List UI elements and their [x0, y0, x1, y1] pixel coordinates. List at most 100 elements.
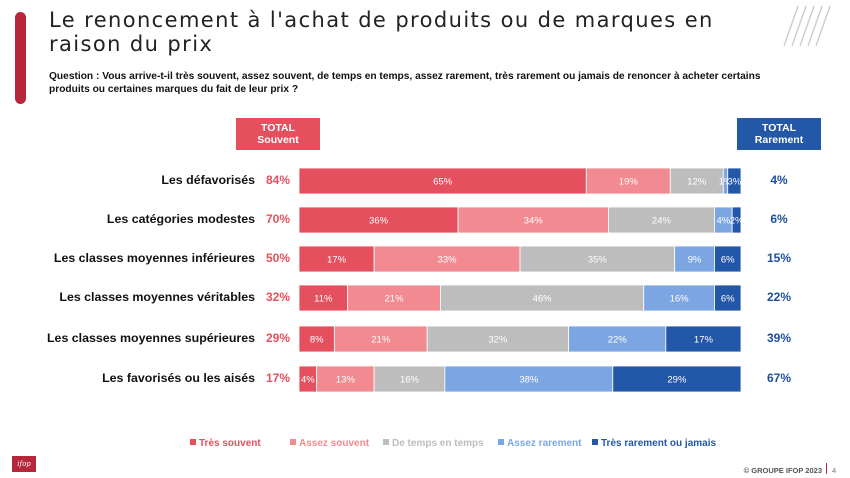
- legend-item: De temps en temps: [383, 438, 484, 449]
- legend-label: Très rarement ou jamais: [601, 438, 717, 449]
- bar-segment: [665, 325, 742, 353]
- ifop-logo: ifop: [12, 456, 36, 472]
- bar-segment: [674, 245, 715, 273]
- bar-segment: [608, 206, 715, 234]
- total-souvent-header-line1: TOTAL: [260, 122, 296, 134]
- total-souvent-value: 70%: [265, 212, 291, 226]
- legend-swatch: [592, 439, 598, 445]
- bar-value-label: 6%: [721, 255, 735, 266]
- bar-value-label: 46%: [533, 294, 553, 305]
- bar-value-label: 19%: [619, 177, 639, 188]
- total-rarement-value: 39%: [766, 331, 792, 345]
- page-title: Le renoncement à l'achat de produits ou …: [49, 8, 714, 56]
- bar-value-label: 32%: [488, 335, 508, 346]
- bar-value-label: 38%: [519, 375, 539, 386]
- bar-segment: [727, 167, 742, 195]
- row-label: Les classes moyennes véritables: [59, 290, 255, 304]
- page-number: 4: [832, 466, 837, 475]
- legend-label: Très souvent: [199, 438, 261, 449]
- legend-swatch: [498, 439, 504, 445]
- total-souvent-value: 29%: [265, 331, 291, 345]
- total-rarement-header: TOTAL Rarement: [737, 118, 821, 150]
- bar-value-label: 4%: [716, 216, 730, 227]
- total-rarement-value: 4%: [770, 173, 788, 187]
- legend-label: De temps en temps: [392, 438, 484, 449]
- bar-segment: [298, 245, 375, 273]
- row-label: Les favorisés ou les aisés: [102, 371, 255, 385]
- bar-value-label: 22%: [608, 335, 628, 346]
- bar-segment: [298, 325, 335, 353]
- total-souvent-value: 32%: [265, 290, 291, 304]
- total-souvent-value: 50%: [265, 251, 291, 265]
- total-rarement-value: 6%: [770, 212, 788, 226]
- bar-segment: [643, 284, 715, 312]
- total-rarement-value: 22%: [766, 290, 792, 304]
- hatch-decoration: [783, 5, 831, 47]
- bar-value-label: 8%: [310, 335, 324, 346]
- bar-segment: [731, 206, 742, 234]
- bar-value-label: 11%: [314, 294, 333, 305]
- bar-segment: [444, 365, 614, 393]
- bar-segment: [457, 206, 609, 234]
- total-souvent-value: 84%: [265, 173, 291, 187]
- bar-segment: [298, 206, 459, 234]
- bar-segment: [333, 325, 428, 353]
- bar-value-label: 29%: [667, 375, 687, 386]
- bar-value-label: 9%: [688, 255, 702, 266]
- bar-segment: [585, 167, 671, 195]
- total-souvent-header: TOTAL Souvent: [236, 118, 320, 150]
- bar-segment: [669, 167, 724, 195]
- bar-segment: [714, 284, 742, 312]
- bar-value-label: 13%: [336, 375, 356, 386]
- legend-swatch: [290, 439, 296, 445]
- row-label: Les classes moyennes supérieures: [46, 331, 255, 345]
- bar-value-label: 21%: [385, 294, 405, 305]
- bar-value-label: 34%: [524, 216, 544, 227]
- bar-value-label: 4%: [301, 375, 315, 386]
- bar-segment: [568, 325, 667, 353]
- copyright: © GROUPE IFOP 2023: [743, 466, 822, 475]
- bar-segment: [714, 245, 742, 273]
- footer-separator: [826, 463, 827, 474]
- question-text: Question : Vous arrive-t-il très souvent…: [49, 71, 761, 95]
- bar-value-label: 16%: [400, 375, 420, 386]
- bar-value-label: 21%: [371, 335, 391, 346]
- row-label: Les catégories modestes: [106, 212, 255, 226]
- row-label: Les défavorisés: [161, 173, 255, 187]
- bar-segment: [298, 284, 349, 312]
- legend-swatch: [190, 439, 196, 445]
- total-rarement-value: 67%: [766, 371, 792, 385]
- bar-segment: [373, 365, 446, 393]
- bar-segment: [612, 365, 742, 393]
- total-rarement-value: 15%: [766, 251, 792, 265]
- legend-item: Assez rarement: [498, 438, 581, 449]
- bar-value-label: 24%: [652, 216, 672, 227]
- chart-legend: Très souvent Assez souvent De temps en tem…: [190, 438, 750, 452]
- legend-swatch: [383, 439, 389, 445]
- bar-value-label: 12%: [687, 177, 707, 188]
- total-souvent-header-line2: Souvent: [257, 134, 299, 146]
- bar-value-label: 16%: [670, 294, 690, 305]
- bar-segment: [519, 245, 676, 273]
- bar-value-label: 6%: [721, 294, 735, 305]
- legend-item: Assez souvent: [290, 438, 369, 449]
- bar-value-label: 1%: [719, 177, 733, 188]
- bar-segment: [440, 284, 645, 312]
- legend-item: Très rarement ou jamais: [592, 438, 716, 449]
- total-rarement-header-line2: Rarement: [754, 134, 804, 146]
- bar-value-label: 3%: [728, 177, 742, 188]
- bar-segment: [298, 167, 587, 195]
- total-souvent-value: 17%: [265, 371, 291, 385]
- bar-value-label: 36%: [369, 216, 389, 227]
- bar-value-label: 33%: [438, 255, 458, 266]
- bar-segment: [316, 365, 375, 393]
- row-label: Les classes moyennes inférieures: [53, 251, 255, 265]
- bar-value-label: 65%: [433, 177, 453, 188]
- accent-bar: [15, 12, 26, 104]
- legend-label: Assez rarement: [507, 438, 582, 449]
- legend-label: Assez souvent: [299, 438, 370, 449]
- total-rarement-header-line1: TOTAL: [761, 122, 797, 134]
- bar-segment: [426, 325, 570, 353]
- bar-segment: [347, 284, 441, 312]
